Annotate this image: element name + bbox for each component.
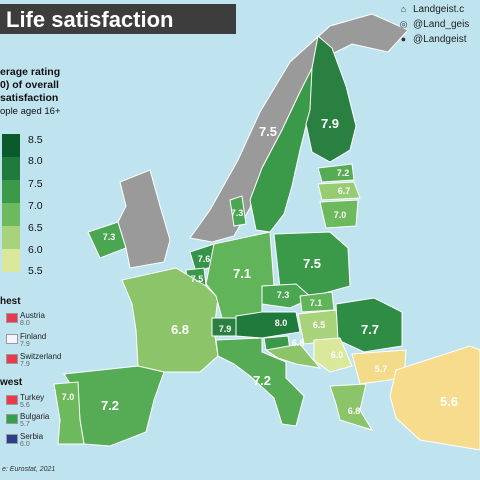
lowest-entry-value: 5.7	[20, 421, 30, 428]
social-website-text: Landgeist.c	[413, 4, 465, 15]
highest-entry-name: Finland	[20, 332, 47, 341]
country-latvia	[317, 181, 361, 201]
country-label-hungary: 6.5	[313, 320, 326, 330]
twitter-icon: ●	[400, 34, 407, 44]
country-label-ireland: 7.3	[103, 232, 116, 242]
scale-swatch-8-5	[2, 134, 20, 157]
country-label-italy: 7.2	[253, 373, 271, 388]
switzerland-flag-icon	[6, 354, 18, 364]
country-label-spain: 7.2	[101, 398, 119, 413]
country-label-denmark: 7.3	[231, 208, 244, 218]
scale-label-6-5: 6.5	[28, 222, 43, 234]
legend-heading: erage rating 0) of overall satisfaction …	[0, 66, 88, 118]
source-note: e: Eurostat, 2021	[2, 466, 56, 473]
landgeist-logo-icon: ⌂	[400, 4, 407, 14]
country-portugal	[53, 381, 85, 445]
legend-heading-line-2: 0) of overall	[0, 79, 59, 91]
country-label-greece: 6.8	[348, 406, 361, 416]
country-estonia	[317, 163, 355, 183]
country-finland	[305, 35, 357, 163]
country-lithuania	[319, 199, 359, 229]
country-label-netherlands: 7.6	[198, 254, 211, 264]
country-austria	[235, 311, 301, 339]
bulgaria-flag-icon	[6, 414, 18, 424]
country-denmark	[229, 195, 247, 227]
country-label-slovakia: 7.1	[310, 298, 323, 308]
scale-label-7-0: 7.0	[28, 200, 43, 212]
country-label-belgium: 7.5	[191, 274, 204, 284]
scale-swatch-6-0	[2, 249, 20, 272]
country-label-lithuania: 7.0	[334, 210, 347, 220]
country-label-poland: 7.5	[303, 256, 321, 271]
lowest-entry-value: 5.6	[20, 402, 30, 409]
country-norway	[189, 13, 409, 243]
country-label-bulgaria: 5.7	[375, 364, 388, 374]
scale-label-7-5: 7.5	[28, 178, 43, 190]
country-greece	[329, 383, 374, 431]
scale-label-8-0: 8.0	[28, 155, 43, 167]
country-label-serbia: 6.0	[331, 350, 344, 360]
legend-heading-line-1: erage rating	[0, 66, 61, 78]
country-label-france: 6.8	[171, 322, 189, 337]
lowest-entry-name: Turkey	[20, 393, 45, 402]
country-label-sweden: 7.5	[259, 124, 277, 139]
highest-heading: hest	[0, 296, 21, 307]
legend-subheading: ople aged 16+	[0, 106, 61, 117]
social-website[interactable]: ⌂ Landgeist.c	[398, 2, 480, 17]
finland-flag-icon	[6, 334, 18, 344]
country-label-croatia: 6.8	[292, 338, 305, 348]
map-title: Life satisfaction	[6, 7, 174, 32]
country-shapes	[53, 13, 480, 451]
lowest-entry-name: Bulgaria	[20, 412, 50, 421]
scale-label-6-0: 6.0	[28, 244, 43, 256]
scale-swatch-7-5	[2, 180, 20, 203]
country-croatia	[264, 343, 322, 369]
social-twitter-text: @Landgeist	[413, 34, 467, 45]
highest-entry-name: Switzerland	[20, 352, 62, 361]
lowest-entry-value: 6.0	[20, 441, 30, 448]
country-italy	[215, 337, 305, 427]
country-label-finland: 7.9	[321, 116, 339, 131]
country-turkey	[389, 345, 480, 451]
country-label-estonia: 7.2	[337, 168, 350, 178]
country-label-latvia: 6.7	[338, 186, 351, 196]
country-label-czechia: 7.3	[277, 290, 290, 300]
country-serbia	[313, 337, 353, 373]
scale-label-5-5: 5.5	[28, 265, 43, 277]
lowest-entry-name: Serbia	[20, 432, 44, 441]
social-instagram[interactable]: ◎ @Land_geis	[398, 17, 480, 32]
scale-swatch-7-0	[2, 203, 20, 226]
country-label-romania: 7.7	[361, 322, 379, 337]
highest-entry-value: 7.9	[20, 341, 30, 348]
austria-flag-icon	[6, 313, 18, 323]
social-links: ⌂ Landgeist.c ◎ @Land_geis ● @Landgeist	[398, 2, 480, 47]
country-label-turkey: 5.6	[440, 394, 458, 409]
lowest-heading: west	[0, 377, 23, 388]
scale-swatch-6-5	[2, 226, 20, 249]
country-label-switzerland: 7.9	[219, 324, 232, 334]
instagram-icon: ◎	[399, 19, 408, 29]
title-bar: Life satisfaction	[0, 4, 236, 34]
country-label-germany: 7.1	[233, 266, 251, 281]
scale-swatch-8-0	[2, 157, 20, 180]
scale-label-8-5: 8.5	[28, 134, 43, 146]
social-instagram-text: @Land_geis	[413, 19, 470, 30]
highest-entry-name: Austria	[20, 311, 45, 320]
social-twitter[interactable]: ● @Landgeist	[398, 32, 480, 47]
legend-heading-line-3: satisfaction	[0, 92, 59, 104]
country-label-austria: 8.0	[275, 318, 288, 328]
country-united-kingdom	[117, 169, 171, 269]
country-france	[121, 267, 219, 373]
highest-entry-value: 7.9	[20, 361, 30, 368]
turkey-flag-icon	[6, 395, 18, 405]
country-label-portugal: 7.0	[62, 392, 75, 402]
highest-entry-value: 8.0	[20, 320, 30, 327]
serbia-flag-icon	[6, 434, 18, 444]
country-labels: 7.5 7.9 7.2 6.7 7.0 7.3 7.3 7.6 7.5 6.8 7.1 7.5 7.3 7…	[62, 116, 458, 416]
